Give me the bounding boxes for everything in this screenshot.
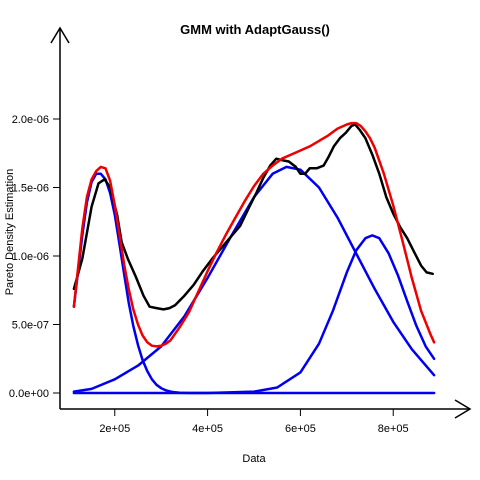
y-ticks: 0.0e+00 5.0e-07 1.0e-06 1.5e-06 2.0e-06 <box>9 114 60 400</box>
series-line-0-empirical-pde <box>72 123 434 311</box>
series-line-1-mixture-model <box>72 121 436 348</box>
chart-title: GMM with AdaptGauss() <box>180 22 330 37</box>
x-tick-label-2: 6e+05 <box>285 423 316 435</box>
x-axis-label: Data <box>242 453 266 465</box>
y-axis-arrowhead <box>50 26 70 44</box>
y-tick-label-1: 5.0e-07 <box>12 320 49 332</box>
y-tick-label-3: 1.5e-06 <box>12 183 49 195</box>
x-ticks: 2e+05 4e+05 6e+05 8e+05 <box>99 409 409 435</box>
y-tick-label-4: 2.0e-06 <box>12 114 49 126</box>
y-axis-label: Pareto Density Estimation <box>4 169 16 296</box>
x-axis <box>60 399 472 419</box>
y-tick-label-0: 0.0e+00 <box>9 388 49 400</box>
x-axis-arrowhead <box>454 399 472 419</box>
y-tick-label-2: 1.0e-06 <box>12 251 49 263</box>
series-line-4-component <box>72 234 436 395</box>
x-tick-label-3: 8e+05 <box>378 423 409 435</box>
x-tick-label-1: 4e+05 <box>192 423 223 435</box>
y-axis <box>50 26 70 409</box>
x-tick-label-0: 2e+05 <box>99 423 130 435</box>
series-layer <box>72 121 436 395</box>
series-line-3-component <box>72 165 436 393</box>
